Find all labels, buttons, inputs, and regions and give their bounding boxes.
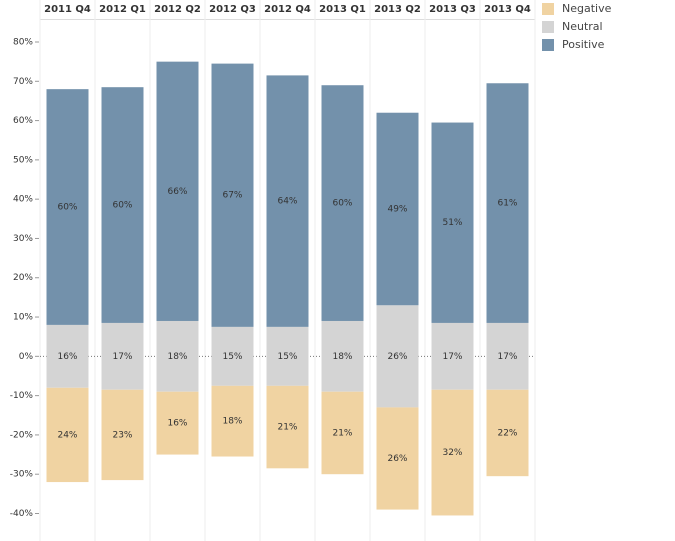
bar-segment — [321, 85, 364, 321]
bar-segment — [156, 61, 199, 321]
bar-segment — [46, 324, 89, 388]
value-label: 32% — [442, 448, 462, 458]
value-label: 60% — [57, 203, 77, 213]
bar-segment — [486, 83, 529, 323]
bar-segment — [101, 322, 144, 390]
bar-segment — [211, 385, 254, 457]
column-header: 2011 Q4 — [44, 4, 91, 15]
legend-swatch — [542, 3, 554, 15]
y-tick-label: -10% — [10, 391, 34, 401]
value-label: 15% — [222, 352, 242, 362]
value-label: 18% — [167, 352, 187, 362]
value-label: 66% — [167, 187, 187, 197]
legend-swatch — [542, 21, 554, 33]
legend-swatch — [542, 39, 554, 51]
y-tick-label: -40% — [10, 509, 34, 519]
value-label: 18% — [222, 417, 242, 427]
value-label: 16% — [167, 419, 187, 429]
value-label: 17% — [497, 352, 517, 362]
value-label: 49% — [387, 204, 407, 214]
bar-segment — [376, 112, 419, 306]
bar-segment — [101, 389, 144, 481]
y-tick-label: 60% — [13, 116, 33, 126]
value-label: 61% — [497, 199, 517, 209]
y-tick-label: 0% — [19, 352, 34, 362]
bar-segment — [486, 322, 529, 390]
column-header: 2013 Q1 — [319, 4, 366, 15]
legend-label: Negative — [562, 2, 612, 15]
bar-segment — [376, 407, 419, 510]
value-label: 67% — [222, 191, 242, 201]
y-tick-label: -30% — [10, 470, 34, 480]
y-tick-label: 80% — [13, 38, 33, 48]
value-label: 17% — [442, 352, 462, 362]
column-header: 2013 Q2 — [374, 4, 421, 15]
column-header: 2013 Q3 — [429, 4, 476, 15]
bar-segment — [211, 326, 254, 386]
bar-segment — [156, 391, 199, 455]
value-label: 23% — [112, 430, 132, 440]
value-label: 22% — [497, 428, 517, 438]
bar-segment — [431, 322, 474, 390]
bar-segment — [211, 63, 254, 327]
bar-segment — [431, 122, 474, 323]
value-label: 17% — [112, 352, 132, 362]
bar-segment — [46, 89, 89, 325]
column-header: 2012 Q2 — [154, 4, 201, 15]
column-header: 2012 Q4 — [264, 4, 311, 15]
y-tick-label: 30% — [13, 234, 33, 244]
y-tick-label: 70% — [13, 77, 33, 87]
bar-segment — [266, 75, 309, 327]
bar-segment — [101, 87, 144, 323]
column-header: 2012 Q1 — [99, 4, 146, 15]
bar-segment — [321, 320, 364, 392]
value-label: 21% — [277, 423, 297, 433]
value-label: 26% — [387, 352, 407, 362]
bar-segment — [321, 391, 364, 475]
y-tick-label: 50% — [13, 155, 33, 165]
bar-segment — [376, 305, 419, 408]
legend-label: Neutral — [562, 20, 603, 33]
bar-segment — [431, 389, 474, 516]
y-tick-label: 40% — [13, 195, 33, 205]
bar-segment — [266, 385, 309, 469]
y-tick-label: -20% — [10, 430, 34, 440]
bar-segment — [46, 387, 89, 483]
column-header: 2012 Q3 — [209, 4, 256, 15]
value-label: 51% — [442, 218, 462, 228]
value-label: 15% — [277, 352, 297, 362]
bar-segment — [156, 320, 199, 392]
bar-segment — [266, 326, 309, 386]
value-label: 60% — [112, 201, 132, 211]
value-label: 18% — [332, 352, 352, 362]
value-label: 26% — [387, 454, 407, 464]
bar-segment — [486, 389, 529, 477]
value-label: 60% — [332, 199, 352, 209]
value-label: 64% — [277, 197, 297, 207]
legend-label: Positive — [562, 38, 605, 51]
value-label: 16% — [57, 352, 77, 362]
y-tick-label: 10% — [13, 313, 33, 323]
value-label: 24% — [57, 430, 77, 440]
column-header: 2013 Q4 — [484, 4, 531, 15]
y-tick-label: 20% — [13, 273, 33, 283]
value-label: 21% — [332, 428, 352, 438]
